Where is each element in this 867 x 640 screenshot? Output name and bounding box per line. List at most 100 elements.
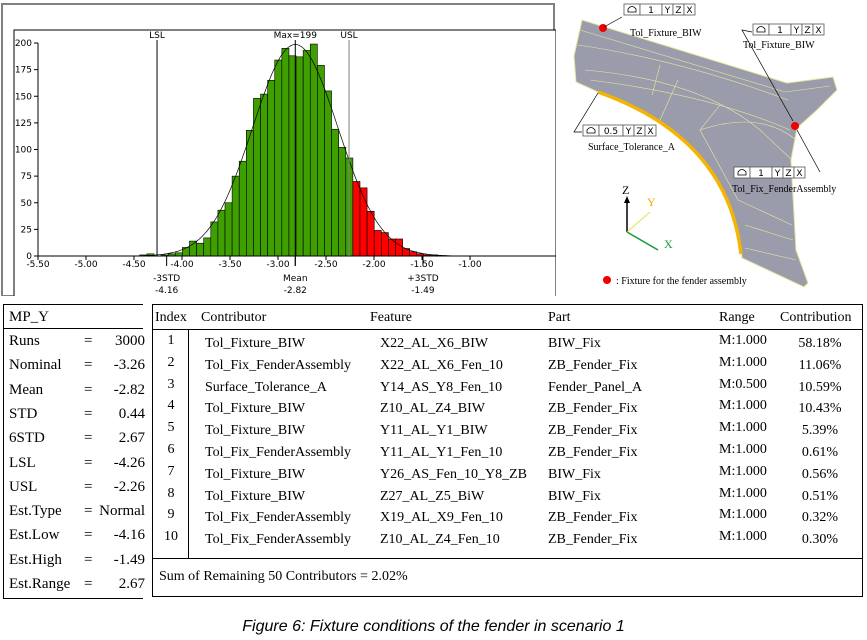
fixture-legend-text: : Fixture for the fender assembly	[616, 276, 747, 287]
stat-row: Est.High = -1.49	[9, 552, 145, 576]
stats-title: MP_Y	[4, 305, 143, 329]
stat-value: 0.44	[118, 405, 145, 422]
profile-of-surface-icon	[586, 127, 596, 134]
fixture-point-icon	[599, 24, 607, 32]
y-tick-label: 125	[15, 119, 32, 129]
stat-row: USL = -2.26	[9, 479, 145, 503]
x-tick-label: -2.00	[362, 260, 386, 270]
+3std-value: -1.49	[411, 286, 435, 296]
cell-feature: Y11_AL_Y1_Fen_10	[380, 445, 503, 460]
x-tick-label: -5.00	[74, 260, 98, 270]
coordinate-axes: Z Y X	[622, 183, 673, 251]
cell-contributor: Tol_Fix_FenderAssembly	[205, 510, 352, 526]
cell-contribution: 11.06%	[798, 357, 842, 373]
stat-row: 6STD = 2.67	[9, 430, 145, 454]
profile-of-surface-icon	[627, 6, 637, 13]
stat-value: -4.26	[113, 454, 145, 471]
cell-range: M:1.000	[719, 442, 767, 457]
cell-contribution: 10.43%	[798, 401, 842, 417]
cell-range: M:1.000	[719, 354, 767, 370]
cell-range: M:1.000	[719, 398, 767, 414]
cell-feature: X22_AL_X6_Fen_10	[380, 357, 503, 373]
figure-caption: Figure 6: Fixture conditions of the fend…	[242, 618, 625, 635]
table-row: 4 Tol_Fixture_BIW Z10_AL_Z4_BIW ZB_Fender_F…	[153, 398, 862, 420]
lsl-label: LSL	[149, 31, 165, 41]
table-row: 6 Tol_Fix_FenderAssembly Y11_AL_Y1_Fen_10 Z…	[153, 442, 862, 464]
stat-value: Normal	[99, 503, 145, 520]
index-divider	[188, 329, 189, 558]
cell-range: M:1.000	[719, 420, 767, 436]
cell-part: ZB_Fender_Fix	[548, 401, 638, 417]
cell-feature: Y11_AL_Y1_BIW	[380, 423, 488, 439]
cell-contribution: 0.56%	[801, 466, 839, 482]
cell-range: M:1.000	[719, 529, 767, 545]
tolerance-callout: 1 Y Z X Tol_Fix_FenderAssembly	[732, 166, 836, 195]
fixture-point-icon	[791, 122, 799, 130]
cell-index: 10	[164, 529, 178, 545]
equals-sign: =	[84, 551, 93, 568]
cell-contribution: 10.59%	[798, 379, 842, 395]
histogram-bar	[295, 56, 304, 257]
histogram-chart: 0 25 50 75 100 125 150 175 200 -5.50 -5.00 -4.50 -4.…	[1, 3, 556, 296]
stat-label: USL	[9, 478, 38, 495]
histogram-bar	[260, 93, 268, 257]
table-row: 8 Tol_Fixture_BIW Z27_AL_Z5_BiW BIW_Fix M:1.…	[153, 486, 862, 508]
datum-ref: X	[686, 6, 692, 16]
cell-part: ZB_Fender_Fix	[548, 445, 638, 460]
axis-z-label: Z	[622, 183, 629, 197]
stat-label: Est.Range	[9, 576, 71, 592]
header-contribution: Contribution	[780, 310, 852, 325]
equals-sign: =	[84, 357, 93, 374]
cell-index: 3	[167, 376, 175, 392]
histogram-bar	[217, 209, 226, 257]
y-tick-label: 150	[15, 92, 32, 102]
histogram-bar	[196, 242, 204, 257]
cell-range: M:1.000	[719, 463, 767, 479]
x-tick-label: -1.00	[458, 260, 482, 270]
callout-label: Surface_Tolerance_A	[588, 142, 676, 153]
datum-ref: Y	[793, 26, 800, 36]
cell-index: 6	[167, 442, 175, 457]
cell-contribution: 5.39%	[801, 423, 839, 439]
fixture-legend-dot-icon	[603, 276, 611, 284]
stat-label: Runs	[9, 333, 40, 349]
datum-ref: Z	[804, 26, 810, 36]
x-tick-label: -4.00	[170, 260, 194, 270]
axis-x-label: X	[664, 237, 673, 251]
-3std-label: -3STD	[153, 274, 180, 284]
cell-contributor: Tol_Fixture_BIW	[205, 423, 306, 439]
histogram-bar	[317, 65, 325, 257]
cell-index: 4	[167, 398, 175, 414]
histogram-bar	[210, 221, 219, 257]
histogram-bar	[352, 181, 361, 257]
stat-value: -2.82	[113, 381, 145, 398]
header-divider	[153, 329, 862, 330]
cell-part: ZB_Fender_Fix	[548, 357, 638, 373]
y-tick-label: 75	[21, 172, 32, 182]
datum-ref: X	[815, 26, 821, 36]
header-contributor: Contributor	[201, 310, 267, 325]
cell-feature: Z10_AL_Z4_Fen_10	[380, 532, 500, 548]
histogram-bar	[224, 202, 233, 257]
histogram-bar	[189, 240, 197, 257]
x-tick-label: -5.50	[26, 260, 50, 270]
callout-label: Tol_Fix_FenderAssembly	[732, 184, 836, 195]
summary-divider	[153, 558, 862, 559]
stat-label: LSL	[9, 454, 36, 471]
cell-index: 8	[167, 485, 175, 501]
normal-fit-curve	[134, 44, 451, 257]
axis-y-label: Y	[647, 195, 656, 209]
histogram-bar	[331, 128, 339, 257]
cell-feature: Y14_AS_Y8_Fen_10	[380, 379, 503, 395]
stat-label: Est.Low	[9, 527, 60, 544]
callout-label: Tol_Fixture_BIW	[630, 28, 702, 39]
stat-value: -2.26	[113, 478, 145, 495]
profile-of-surface-icon	[737, 169, 747, 176]
cell-range: M:1.000	[719, 333, 767, 348]
surface-tolerance-edge	[597, 90, 743, 255]
histogram-bar	[281, 48, 290, 257]
table-row: 5 Tol_Fixture_BIW Y11_AL_Y1_BIW ZB_Fender_F…	[153, 420, 862, 442]
histogram-bar	[373, 230, 382, 257]
histogram-bar	[274, 59, 283, 257]
